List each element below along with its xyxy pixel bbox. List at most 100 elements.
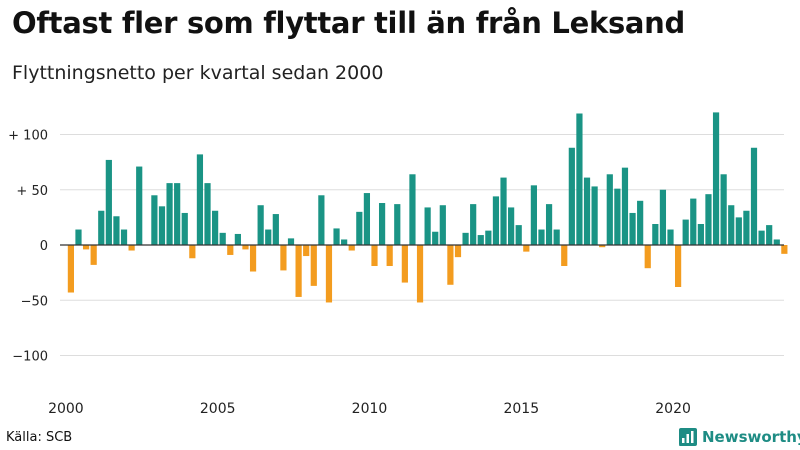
bar [447,245,454,285]
bar [728,205,735,245]
bar [325,245,333,303]
x-tick-label: 2020 [655,401,691,417]
bar [363,193,371,245]
bar [561,245,568,266]
bar [386,245,393,266]
bar [242,245,249,250]
bar [416,245,424,303]
y-tick-label: + 100 [8,129,48,144]
bar [257,205,264,245]
bar [409,174,416,245]
bar [280,245,287,271]
bar [120,229,128,245]
bar [568,147,575,245]
bar [773,239,780,245]
bar [227,245,234,255]
bar [743,210,750,246]
bar [675,245,682,287]
bar [462,232,469,245]
bar [659,189,667,245]
bar [356,211,363,245]
bar [174,183,181,245]
bar [75,229,82,245]
bar [212,210,219,246]
x-axis-ticks: 2000 2005 2010 2015 2020 [48,401,691,417]
bar [341,239,348,245]
bar [287,238,295,245]
bar [553,229,560,245]
bar [454,245,462,258]
bar [310,245,317,286]
brand-name: Newsworthy [702,428,800,446]
chart-title: Oftast fler som flyttar till än från Lek… [12,6,685,40]
bar [439,205,446,245]
x-tick-label: 2010 [352,401,388,417]
bar [697,224,704,245]
bar [90,245,97,265]
bar [249,245,257,272]
brand-logo[interactable]: Newsworthy [679,427,800,447]
bar [705,194,712,245]
bar [303,245,310,257]
bar [720,174,727,245]
bar [492,196,500,245]
bar [576,113,583,245]
bar [750,147,758,245]
bar [470,204,477,245]
bar [113,216,120,245]
bar [712,112,720,246]
bar [166,183,173,245]
bar [538,229,545,245]
bar [272,214,279,245]
x-tick-label: 2005 [200,401,236,417]
x-tick-label: 2015 [503,401,539,417]
bar [158,206,166,245]
y-axis-ticks: + 100 + 50 0 −50 −100 [8,129,48,365]
bar [667,229,674,245]
bar [758,230,765,245]
bar [583,177,591,245]
y-tick-label: + 50 [16,184,48,199]
bar [189,245,196,259]
bar [318,195,325,246]
bar [401,245,408,283]
y-tick-label: 0 [40,239,48,254]
bars [67,112,788,303]
bar [637,200,644,245]
bar [151,195,158,246]
bar-chart: + 100 + 50 0 −50 −100 2000 2005 2010 2015 2020 [8,112,788,417]
bar-chart-logo-icon [679,428,697,446]
bar [234,233,241,245]
bar [424,207,431,245]
bar [378,203,386,245]
bar [606,174,613,245]
bar [508,207,515,245]
bar [621,167,629,245]
bar [477,235,484,246]
bar [629,212,636,245]
bar [348,245,355,251]
bar [371,245,378,266]
bar [682,219,689,245]
bar [136,166,143,245]
bar [432,231,439,245]
bar [591,186,598,245]
chart-subtitle: Flyttningsnetto per kvartal sedan 2000 [12,62,384,84]
bar [204,183,211,245]
bar [644,245,651,269]
bar [500,177,507,245]
bar [265,229,272,245]
y-tick-label: −100 [12,350,48,365]
bar [82,245,90,250]
bar [523,245,530,252]
bar [690,198,697,245]
x-tick-label: 2000 [48,401,84,417]
source-note: Källa: SCB [6,430,73,445]
bar [105,159,112,245]
bar [515,225,522,245]
bar [735,217,742,246]
bar [295,245,302,297]
bar [181,212,188,245]
bar [766,225,773,245]
bar [98,210,105,246]
